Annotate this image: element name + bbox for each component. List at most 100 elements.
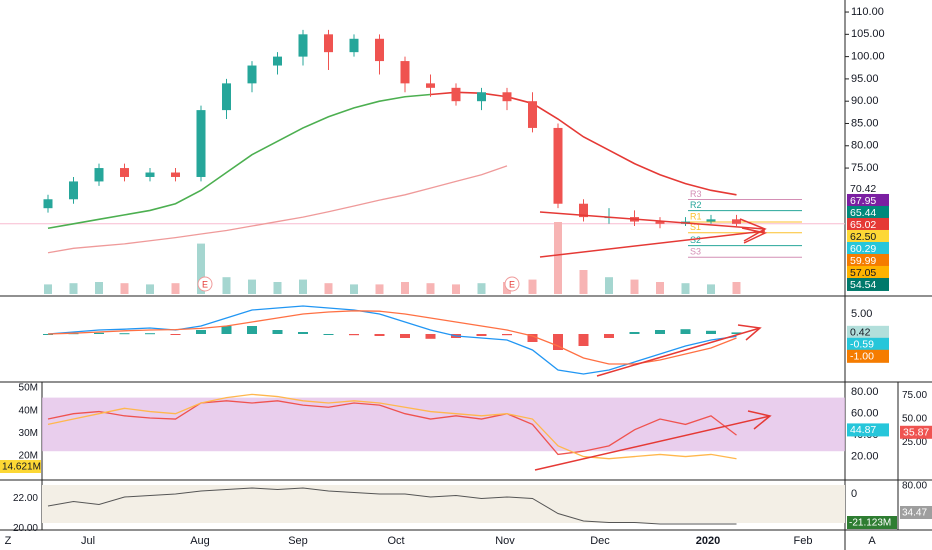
volume-bar <box>171 283 180 294</box>
histogram-bar <box>629 332 640 334</box>
histogram-bar <box>196 330 206 334</box>
pivot-label: R2 <box>690 200 702 210</box>
candle-body <box>375 38 384 62</box>
histogram-bar <box>680 329 691 334</box>
price-tag-label: 59.99 <box>850 255 876 267</box>
price-tag-label: 67.95 <box>850 195 876 207</box>
y-tick-label: 90.00 <box>851 95 879 107</box>
left-tick-label: 20.00 <box>13 523 38 534</box>
candle-body <box>196 110 206 177</box>
x-tick-label: 2020 <box>696 535 720 547</box>
volume-bar <box>44 284 52 294</box>
y-tick-label: 85.00 <box>851 117 879 129</box>
candle-body <box>451 87 461 102</box>
trend-line <box>534 415 771 471</box>
arrow-head <box>747 410 772 430</box>
price-tag <box>847 337 889 351</box>
volume-bar <box>707 284 715 294</box>
volume-bar <box>197 243 205 294</box>
price-tag <box>847 265 889 279</box>
series-line <box>47 310 737 365</box>
x-tick-label: Aug <box>190 535 210 547</box>
candle-body <box>120 168 129 177</box>
price-tag <box>0 460 41 473</box>
volume-bar <box>630 279 639 294</box>
price-tag-label: 65.44 <box>850 207 876 219</box>
price-tag-label: 65.02 <box>850 219 876 231</box>
histogram-bar <box>731 332 742 334</box>
pivot-label: S3 <box>690 247 701 257</box>
price-tag-label: 60.29 <box>850 243 876 255</box>
earnings-marker[interactable] <box>197 276 213 292</box>
histogram-bar <box>578 334 589 346</box>
footer-button[interactable]: Z <box>5 535 12 547</box>
left-tick-label: 30M <box>19 428 38 439</box>
trend-line <box>539 211 766 230</box>
volume-bar <box>656 282 664 294</box>
price-tag-label: 14.621M <box>2 462 41 473</box>
candle-body <box>171 172 180 177</box>
series-line <box>47 305 737 375</box>
candle-body <box>579 203 588 218</box>
volume-bar <box>401 282 409 294</box>
price-tag <box>847 193 889 207</box>
arrow-head <box>741 227 768 244</box>
price-tag-label: 57.05 <box>850 267 876 279</box>
volume-bar <box>350 284 358 294</box>
candle-body <box>298 34 308 57</box>
price-tag <box>847 423 889 437</box>
volume-bar <box>222 277 231 294</box>
series-line <box>47 93 431 230</box>
volume-bar <box>579 270 588 294</box>
far-tick-label: 25.00 <box>902 437 927 448</box>
histogram-bar <box>170 334 181 335</box>
far-tick-label: 75.00 <box>902 390 927 401</box>
histogram-bar <box>553 334 563 350</box>
histogram-bar <box>145 333 155 335</box>
histogram-bar <box>604 334 614 338</box>
candle-body <box>69 181 78 200</box>
volume-bar <box>69 283 78 294</box>
histogram-bar <box>476 334 487 336</box>
earnings-marker[interactable] <box>504 276 520 292</box>
price-tag <box>900 506 932 519</box>
histogram-bar <box>119 333 130 335</box>
candle-body <box>528 101 537 128</box>
candle-body <box>247 65 257 84</box>
band <box>42 485 845 523</box>
price-tag <box>847 217 889 231</box>
price-tag <box>847 181 889 195</box>
price-tag-label: 70.42 <box>850 183 876 195</box>
pivot-label: S1 <box>690 222 701 232</box>
price-tag <box>847 349 889 363</box>
earnings-label: E <box>202 279 208 289</box>
volume-bar <box>324 283 333 294</box>
histogram-bar <box>298 332 308 334</box>
band <box>42 397 845 452</box>
y-tick-label: 80.00 <box>851 386 879 398</box>
footer-button[interactable]: A <box>868 535 876 547</box>
volume-bar <box>120 283 129 294</box>
pivot-label: R1 <box>690 211 702 221</box>
pivot-label: S2 <box>690 235 701 245</box>
price-tag-label: 35.87 <box>903 427 929 439</box>
price-tag <box>847 241 889 255</box>
price-tag-label: 44.87 <box>850 424 876 436</box>
y-tick-label: 20.00 <box>851 450 879 462</box>
x-tick-label: Oct <box>387 535 404 547</box>
volume-bar <box>732 282 741 294</box>
far-tick-label: 80.00 <box>902 481 927 492</box>
y-tick-label: 60.00 <box>851 408 879 420</box>
volume-bar <box>452 284 460 294</box>
candle-body <box>655 221 665 224</box>
price-tag-label: -21.123M <box>849 518 891 529</box>
x-tick-label: Feb <box>794 535 813 547</box>
price-tag-label: -1.00 <box>850 351 874 363</box>
price-tag <box>847 516 897 529</box>
histogram-bar <box>349 334 359 336</box>
y-tick-label: 95.00 <box>851 73 879 85</box>
histogram-bar <box>706 330 716 334</box>
series-line <box>47 393 737 460</box>
volume-bar <box>528 279 537 294</box>
